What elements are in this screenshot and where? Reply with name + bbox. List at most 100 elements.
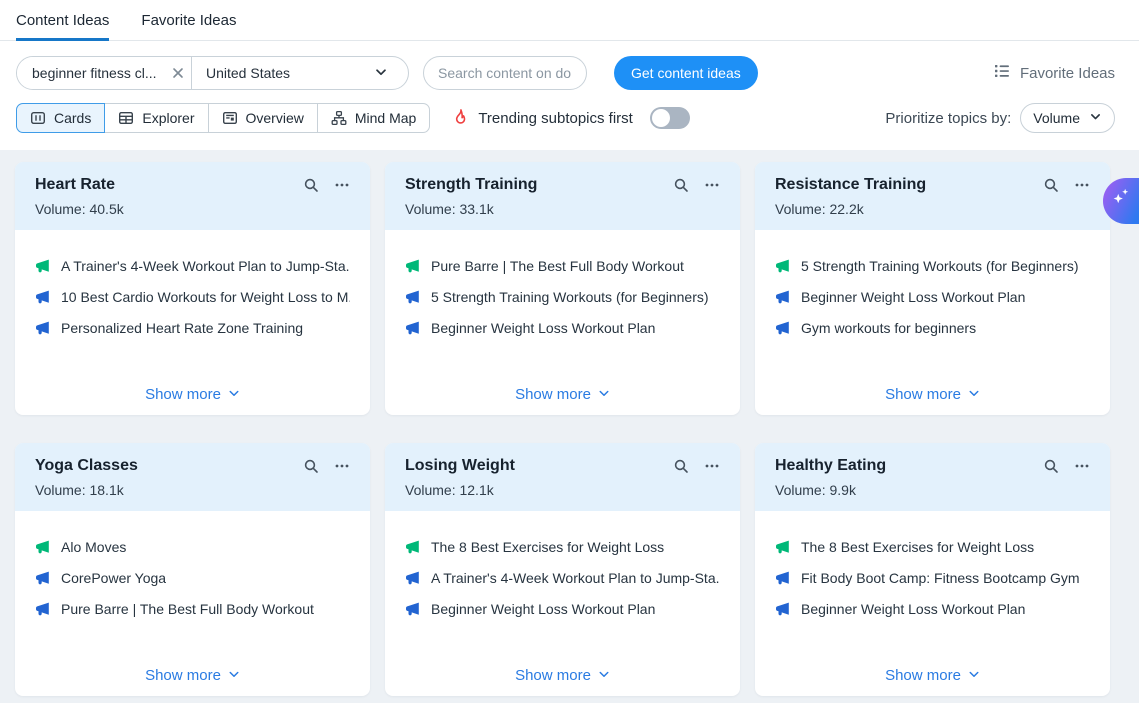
kebab-menu-icon[interactable]: [334, 177, 350, 193]
megaphone-icon: [775, 601, 791, 617]
topic-volume: Volume: 9.9k: [775, 482, 856, 498]
topic-title: Yoga Classes: [35, 457, 138, 474]
headline-text: Beginner Weight Loss Workout Plan: [431, 320, 656, 336]
search-icon[interactable]: [303, 458, 319, 474]
headline-text: The 8 Best Exercises for Weight Loss: [431, 539, 665, 555]
trending-subtopics-control: Trending subtopics first: [452, 107, 690, 129]
show-more-button[interactable]: Show more: [515, 386, 610, 403]
topic-card-header: Resistance Training Volume: 22.2k: [755, 162, 1110, 230]
topic-title: Healthy Eating: [775, 457, 887, 474]
chevron-down-icon: [968, 386, 980, 403]
headline-item[interactable]: Beginner Weight Loss Workout Plan: [775, 600, 1090, 619]
headline-item[interactable]: Pure Barre | The Best Full Body Workout: [35, 600, 350, 619]
headline-text: Gym workouts for beginners: [801, 320, 977, 336]
tab-favorite-ideas[interactable]: Favorite Ideas: [141, 11, 237, 29]
query-group: United States: [16, 56, 409, 90]
search-icon[interactable]: [673, 458, 689, 474]
favorite-ideas-button[interactable]: Favorite Ideas: [993, 62, 1115, 84]
get-content-ideas-button[interactable]: Get content ideas: [614, 56, 758, 90]
headline-text: A Trainer's 4-Week Workout Plan to Jump-…: [61, 258, 350, 274]
headline-item[interactable]: A Trainer's 4-Week Workout Plan to Jump-…: [405, 569, 720, 588]
headline-text: The 8 Best Exercises for Weight Loss: [801, 539, 1035, 555]
topic-card-body: Pure Barre | The Best Full Body Workout …: [385, 230, 740, 415]
megaphone-icon: [35, 601, 51, 617]
chevron-down-icon: [968, 667, 980, 684]
kebab-menu-icon[interactable]: [334, 458, 350, 474]
domain-search-input[interactable]: [423, 56, 587, 90]
kebab-menu-icon[interactable]: [704, 458, 720, 474]
topic-card-header: Losing Weight Volume: 12.1k: [385, 443, 740, 511]
headline-item[interactable]: 5 Strength Training Workouts (for Beginn…: [775, 257, 1090, 276]
topic-card-header: Yoga Classes Volume: 18.1k: [15, 443, 370, 511]
topic-cards-grid: Heart Rate Volume: 40.5k A Trainer's 4-W…: [15, 162, 1139, 696]
headline-item[interactable]: Pure Barre | The Best Full Body Workout: [405, 257, 720, 276]
divider: [191, 57, 192, 89]
show-more-button[interactable]: Show more: [885, 386, 980, 403]
topic-card-body: Alo Moves CorePower Yoga Pure Barre | Th…: [15, 511, 370, 696]
search-icon[interactable]: [1043, 458, 1059, 474]
headline-text: 5 Strength Training Workouts (for Beginn…: [431, 289, 709, 305]
show-more-button[interactable]: Show more: [885, 667, 980, 684]
megaphone-icon: [775, 320, 791, 336]
headline-item[interactable]: The 8 Best Exercises for Weight Loss: [775, 538, 1090, 557]
megaphone-icon: [405, 601, 421, 617]
headline-text: Fit Body Boot Camp: Fitness Bootcamp Gym: [801, 570, 1080, 586]
chevron-down-icon: [1089, 110, 1102, 126]
show-more-button[interactable]: Show more: [515, 667, 610, 684]
kebab-menu-icon[interactable]: [704, 177, 720, 193]
trending-subtopics-toggle[interactable]: [649, 107, 690, 129]
headline-item[interactable]: 10 Best Cardio Workouts for Weight Loss …: [35, 288, 350, 307]
headline-text: Personalized Heart Rate Zone Training: [61, 320, 304, 336]
ai-assistant-button[interactable]: [1103, 178, 1139, 224]
megaphone-icon: [405, 289, 421, 305]
search-icon[interactable]: [1043, 177, 1059, 193]
prioritize-select-value: Volume: [1033, 110, 1080, 126]
view-mode-cards[interactable]: Cards: [16, 103, 106, 133]
headline-text: 10 Best Cardio Workouts for Weight Loss …: [61, 289, 350, 305]
headline-item[interactable]: A Trainer's 4-Week Workout Plan to Jump-…: [35, 257, 350, 276]
headline-item[interactable]: Beginner Weight Loss Workout Plan: [775, 288, 1090, 307]
view-mode-mind-map[interactable]: Mind Map: [316, 103, 431, 133]
headline-text: Pure Barre | The Best Full Body Workout: [431, 258, 684, 274]
headline-item[interactable]: Fit Body Boot Camp: Fitness Bootcamp Gym: [775, 569, 1090, 588]
headline-item[interactable]: 5 Strength Training Workouts (for Beginn…: [405, 288, 720, 307]
region-select[interactable]: United States: [192, 57, 408, 89]
view-mode-explorer[interactable]: Explorer: [104, 103, 209, 133]
megaphone-icon: [405, 320, 421, 336]
prioritize-select[interactable]: Volume: [1020, 103, 1115, 133]
show-more-label: Show more: [515, 667, 591, 684]
topic-card-yoga-classes: Yoga Classes Volume: 18.1k Alo Moves Cor…: [15, 443, 370, 696]
headline-item[interactable]: Beginner Weight Loss Workout Plan: [405, 319, 720, 338]
search-icon[interactable]: [673, 177, 689, 193]
chevron-down-icon: [598, 386, 610, 403]
show-more-button[interactable]: Show more: [145, 386, 240, 403]
topic-card-body: 5 Strength Training Workouts (for Beginn…: [755, 230, 1110, 415]
trending-subtopics-label: Trending subtopics first: [478, 109, 633, 127]
tab-content-ideas[interactable]: Content Ideas: [16, 0, 110, 41]
view-mode-overview[interactable]: Overview: [207, 103, 318, 133]
kebab-menu-icon[interactable]: [1074, 458, 1090, 474]
kebab-menu-icon[interactable]: [1074, 177, 1090, 193]
topic-query-input[interactable]: [17, 57, 165, 89]
headline-item[interactable]: The 8 Best Exercises for Weight Loss: [405, 538, 720, 557]
show-more-label: Show more: [885, 386, 961, 403]
headline-item[interactable]: CorePower Yoga: [35, 569, 350, 588]
topic-title: Losing Weight: [405, 457, 515, 474]
sparkles-icon: [1109, 185, 1133, 218]
topic-card-losing-weight: Losing Weight Volume: 12.1k The 8 Best E…: [385, 443, 740, 696]
topic-volume: Volume: 12.1k: [405, 482, 494, 498]
headline-item[interactable]: Beginner Weight Loss Workout Plan: [405, 600, 720, 619]
show-more-button[interactable]: Show more: [145, 667, 240, 684]
chevron-down-icon: [228, 667, 240, 684]
show-more-label: Show more: [145, 667, 221, 684]
close-icon[interactable]: [165, 57, 191, 89]
headline-item[interactable]: Alo Moves: [35, 538, 350, 557]
search-icon[interactable]: [303, 177, 319, 193]
headline-text: Pure Barre | The Best Full Body Workout: [61, 601, 314, 617]
megaphone-icon: [775, 539, 791, 555]
topic-card-strength-training: Strength Training Volume: 33.1k Pure Bar…: [385, 162, 740, 415]
headline-item[interactable]: Gym workouts for beginners: [775, 319, 1090, 338]
megaphone-icon: [405, 258, 421, 274]
topic-title: Resistance Training: [775, 176, 927, 193]
headline-item[interactable]: Personalized Heart Rate Zone Training: [35, 319, 350, 338]
